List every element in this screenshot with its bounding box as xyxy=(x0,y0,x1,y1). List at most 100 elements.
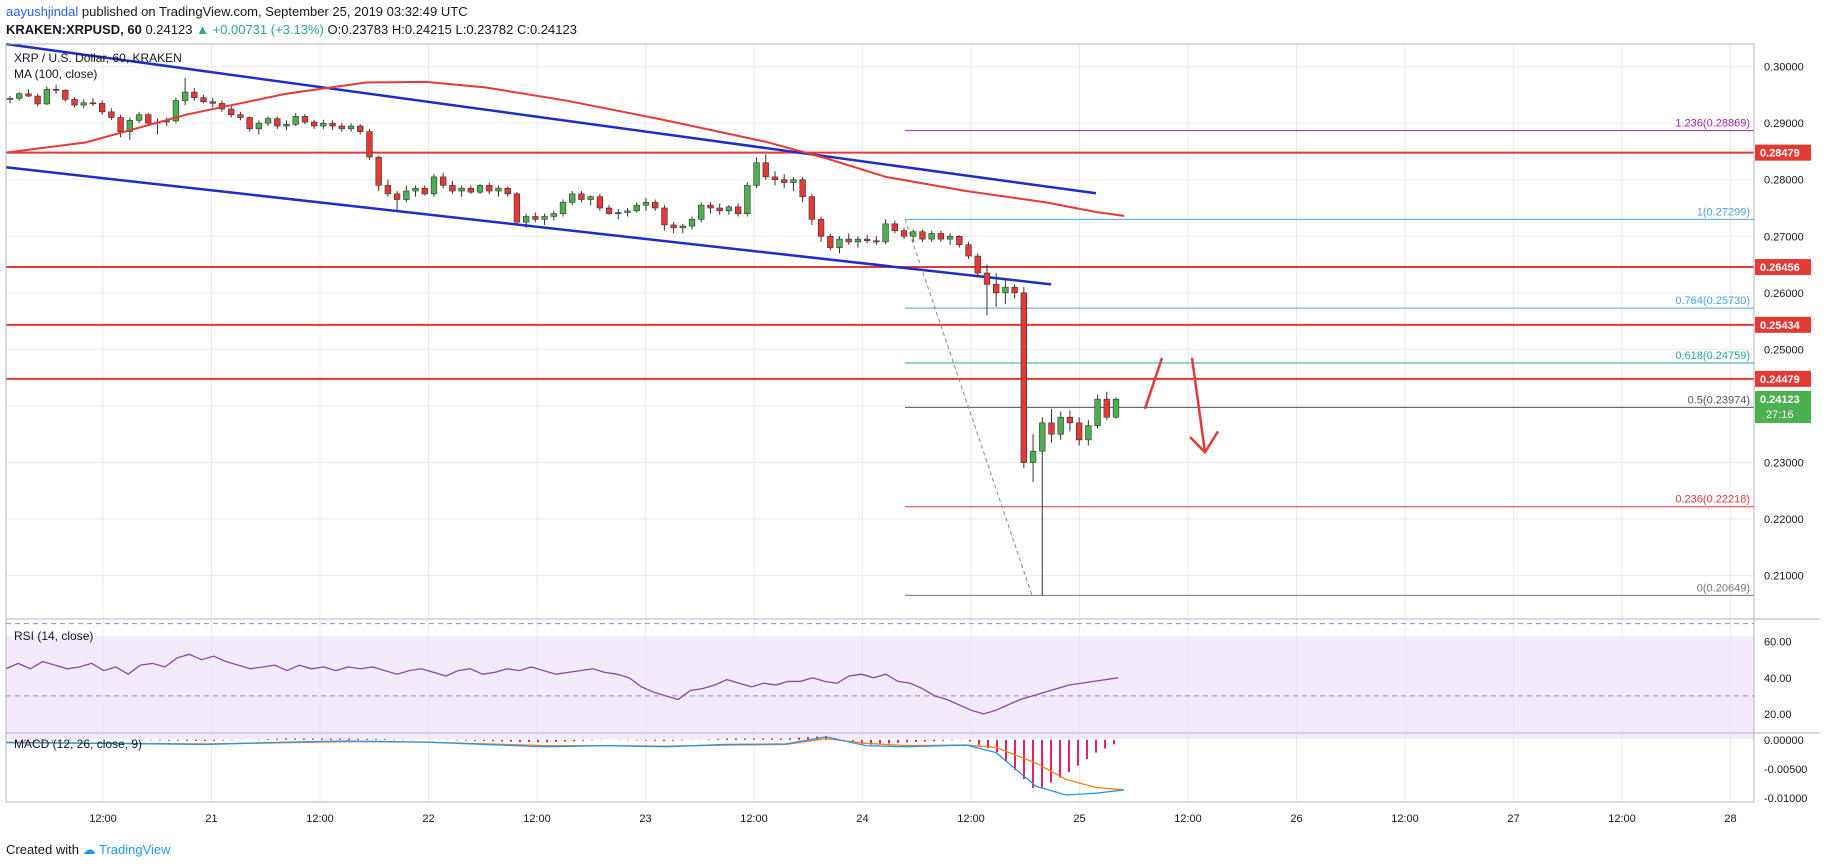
candle xyxy=(1002,278,1009,305)
tradingview-link[interactable]: TradingView xyxy=(99,842,171,857)
open-label: O: xyxy=(327,22,342,37)
candle-body xyxy=(919,231,926,240)
candle xyxy=(522,213,530,228)
candle-body xyxy=(596,196,604,209)
candle-body xyxy=(873,240,880,243)
candle-body xyxy=(237,114,244,118)
time-axis[interactable]: 12:00 21 12:00 22 12:00 23 12:00 24 12:00 25 12:00… xyxy=(89,813,1736,825)
candle-body xyxy=(89,102,97,105)
candle xyxy=(52,84,60,94)
candle-body xyxy=(274,118,281,127)
candle xyxy=(670,222,677,234)
candle xyxy=(467,185,474,194)
rsi-line xyxy=(5,653,1119,715)
candle-body xyxy=(633,204,640,212)
candle xyxy=(329,120,336,130)
candle-body xyxy=(974,255,981,274)
macd-tick-label: -0.00500 xyxy=(1764,764,1807,776)
candle xyxy=(808,193,816,225)
price-badge-text: 0.24479 xyxy=(1760,374,1800,386)
candle-body xyxy=(228,108,235,115)
candle xyxy=(403,185,410,203)
candle-body xyxy=(956,235,963,246)
candle xyxy=(421,185,428,196)
candle xyxy=(762,154,769,180)
candle xyxy=(181,77,189,106)
projection-arrows xyxy=(1143,357,1220,455)
candle-body xyxy=(744,185,751,214)
price-badge-text: 0.28479 xyxy=(1760,148,1800,160)
candle xyxy=(62,89,69,102)
candle-body xyxy=(412,187,419,192)
down-arrow-head-icon xyxy=(1189,430,1220,455)
candle xyxy=(725,205,733,215)
candle xyxy=(1011,284,1018,299)
candle-body xyxy=(71,99,78,106)
candle-body xyxy=(605,207,613,214)
candle-body xyxy=(854,238,862,243)
macd-tick-label: -0.01000 xyxy=(1764,793,1807,805)
candle xyxy=(513,192,521,225)
candle xyxy=(707,202,714,214)
candle-body xyxy=(347,125,355,130)
level-lines xyxy=(6,151,1754,380)
time-tick-label: 12:00 xyxy=(1608,813,1636,825)
candle xyxy=(946,233,954,245)
candle-body xyxy=(550,213,557,217)
candle xyxy=(891,220,898,234)
price-badge-bg xyxy=(1755,144,1811,161)
candle-body xyxy=(200,97,207,102)
price-badge-bg xyxy=(1755,316,1811,333)
price-tick-label: 0.21000 xyxy=(1764,571,1804,583)
candle-body xyxy=(1020,292,1027,463)
candle xyxy=(320,119,327,129)
candle xyxy=(550,210,557,221)
candle xyxy=(145,112,152,126)
candle xyxy=(89,98,97,107)
candle-body xyxy=(946,235,954,240)
rsi-legend: RSI (14, close) xyxy=(14,629,93,643)
down-arrow-icon xyxy=(1190,357,1207,453)
candle xyxy=(71,97,78,108)
candle-body xyxy=(393,193,401,200)
candle-body xyxy=(467,187,474,193)
published-text: published on TradingView.com, September … xyxy=(81,4,468,19)
low-value: 0.23782 xyxy=(466,22,514,37)
candle xyxy=(863,235,871,244)
candle xyxy=(532,212,539,223)
candle xyxy=(1057,411,1064,440)
candle xyxy=(357,124,364,135)
candle xyxy=(596,193,604,211)
price-badge-bg xyxy=(1755,259,1811,276)
candle xyxy=(246,116,253,132)
candle-body xyxy=(836,238,843,248)
price-badge-text: 0.25434 xyxy=(1760,320,1801,332)
candle-body xyxy=(1048,422,1055,435)
candle-body xyxy=(384,185,392,195)
candle-body xyxy=(1002,286,1009,294)
candle xyxy=(486,182,493,194)
price-axis[interactable]: 0.30000 0.29000 0.28000 0.27000 0.26000 0.250… xyxy=(1755,62,1811,805)
candle-body xyxy=(965,244,972,257)
author-link[interactable]: aayushjindal xyxy=(6,4,79,19)
candle-body xyxy=(458,187,465,192)
candle-body xyxy=(126,120,133,132)
candle-body xyxy=(375,156,382,186)
candle-body xyxy=(937,233,945,240)
candle-body xyxy=(910,231,917,237)
candle xyxy=(237,111,244,121)
rsi-indicator xyxy=(5,623,1754,715)
candle xyxy=(228,106,235,118)
last-price: 0.24123 xyxy=(145,22,193,37)
candle-body xyxy=(1029,450,1037,463)
price-tick-label: 0.25000 xyxy=(1764,344,1804,356)
candle-body xyxy=(34,95,41,105)
candle-body xyxy=(532,216,539,220)
candle xyxy=(1103,391,1110,421)
candle-body xyxy=(891,223,898,231)
candle-body xyxy=(1094,398,1101,427)
candle-body xyxy=(310,121,318,127)
candle xyxy=(781,174,788,189)
candle-body xyxy=(734,206,742,214)
price-chart[interactable]: 1.236(0.28869) 1(0.27299) 0.764(0.25730) 0.… xyxy=(0,42,1828,838)
